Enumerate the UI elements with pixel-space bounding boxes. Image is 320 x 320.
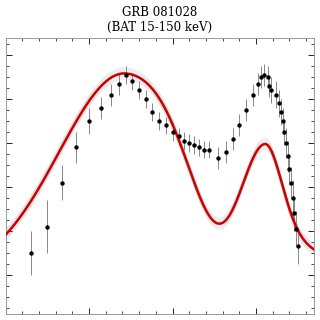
Point xyxy=(285,154,290,159)
Point xyxy=(28,250,33,255)
Point xyxy=(192,143,197,148)
Point xyxy=(215,156,220,161)
Point xyxy=(170,130,175,135)
Point xyxy=(223,149,228,154)
Point xyxy=(278,110,284,115)
Point xyxy=(86,118,92,124)
Point xyxy=(182,138,187,143)
Point xyxy=(250,92,255,97)
Point xyxy=(277,101,282,106)
Point xyxy=(262,72,267,77)
Point xyxy=(230,136,235,141)
Point xyxy=(284,140,289,146)
Point xyxy=(143,97,148,102)
Point xyxy=(237,123,242,128)
Point xyxy=(150,110,155,115)
Point xyxy=(207,147,212,152)
Point xyxy=(187,140,192,146)
Point xyxy=(280,118,285,124)
Point xyxy=(290,196,295,201)
Point xyxy=(292,211,297,216)
Point xyxy=(197,145,202,150)
Point xyxy=(137,88,142,93)
Title: GRB 081028
(BAT 15-150 keV): GRB 081028 (BAT 15-150 keV) xyxy=(108,5,212,34)
Point xyxy=(274,92,279,97)
Point xyxy=(116,81,122,86)
Point xyxy=(287,167,292,172)
Point xyxy=(255,81,260,86)
Point xyxy=(130,79,135,84)
Point xyxy=(108,92,113,97)
Point xyxy=(267,83,272,88)
Point xyxy=(259,75,264,80)
Point xyxy=(293,226,299,231)
Point xyxy=(163,123,168,128)
Point xyxy=(98,105,103,110)
Point xyxy=(265,75,270,80)
Point xyxy=(73,145,78,150)
Point xyxy=(177,134,182,139)
Point xyxy=(60,180,65,185)
Point xyxy=(289,180,294,185)
Point xyxy=(156,118,162,124)
Point xyxy=(45,224,50,229)
Point xyxy=(202,147,207,152)
Point xyxy=(123,72,128,77)
Point xyxy=(244,108,249,113)
Point xyxy=(282,130,287,135)
Point xyxy=(268,88,274,93)
Point xyxy=(295,244,300,249)
